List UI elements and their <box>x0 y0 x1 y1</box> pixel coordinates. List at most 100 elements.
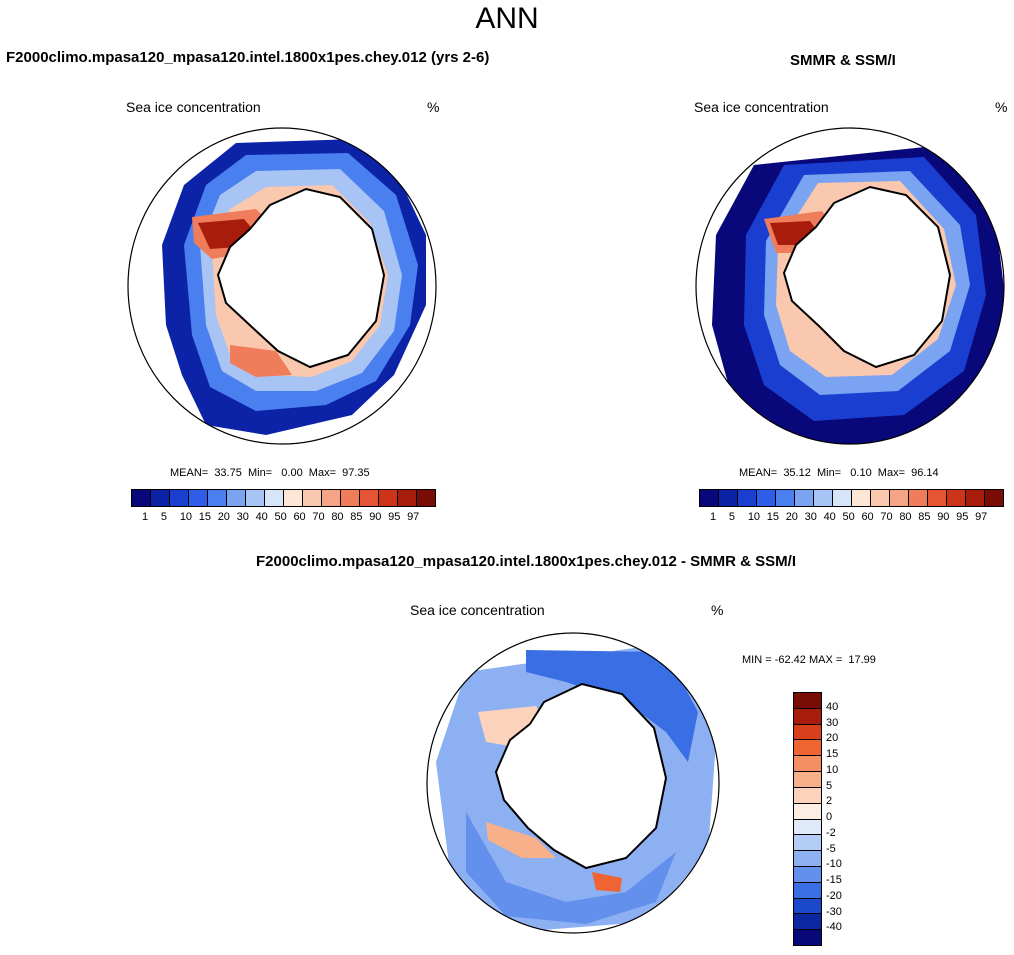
colorbar-swatch <box>284 490 303 506</box>
model-stats: MEAN= 33.75 Min= 0.00 Max= 97.35 <box>170 467 370 479</box>
obs-panel-title: SMMR & SSM/I <box>790 52 896 69</box>
colorbar-swatch <box>794 740 821 757</box>
colorbar-swatch <box>170 490 189 506</box>
colorbar-tick-label: -10 <box>826 858 842 871</box>
colorbar-tick-label: 95 <box>956 511 969 523</box>
colorbar-swatch <box>871 490 890 506</box>
colorbar-tick-label: 0 <box>826 811 833 823</box>
colorbar-tick-label: 15 <box>198 511 211 523</box>
colorbar-swatch <box>814 490 833 506</box>
colorbar-swatch <box>947 490 966 506</box>
model-units-label: % <box>427 99 440 115</box>
colorbar-swatch <box>379 490 398 506</box>
colorbar-swatch <box>322 490 341 506</box>
colorbar-swatch <box>890 490 909 506</box>
colorbar-swatch <box>132 490 151 506</box>
colorbar-swatch <box>928 490 947 506</box>
obs-units-label: % <box>995 99 1008 115</box>
obs-colorbar-ticks: 1 5 10 15 20 30 40 50 60 70 80 85 90 95 97 <box>699 511 1002 525</box>
colorbar-swatch <box>757 490 776 506</box>
map-border <box>127 127 437 445</box>
map-border <box>426 632 720 934</box>
colorbar-tick-label: 5 <box>160 511 167 523</box>
colorbar-tick-label: 30 <box>826 716 839 729</box>
colorbar-tick-label: 70 <box>880 511 893 523</box>
colorbar-swatch <box>303 490 322 506</box>
colorbar-swatch <box>794 914 821 931</box>
colorbar-tick-label: 80 <box>331 511 344 523</box>
ross-max-diff <box>592 872 622 892</box>
colorbar-swatch <box>794 851 821 867</box>
colorbar-tick-label: 50 <box>274 511 287 523</box>
colorbar-swatch <box>151 490 170 506</box>
colorbar-tick-label: 60 <box>293 511 306 523</box>
diff-sea-ice-map <box>426 632 720 934</box>
colorbar-tick-label: 10 <box>179 511 193 523</box>
colorbar-swatch <box>794 708 821 725</box>
colorbar-tick-label: 15 <box>826 748 839 760</box>
diff-stats: MIN = -62.42 MAX = 17.99 <box>742 654 876 666</box>
colorbar-swatch <box>341 490 360 506</box>
colorbar-tick-label: 97 <box>975 511 988 523</box>
model-variable-label: Sea ice concentration <box>126 99 261 115</box>
model-colorbar <box>131 489 436 507</box>
model-sea-ice-map <box>127 127 437 445</box>
colorbar-tick-label: 70 <box>312 511 325 523</box>
colorbar-tick-label: 40 <box>255 511 268 523</box>
colorbar-tick-label: -15 <box>826 874 842 886</box>
colorbar-tick-label: 5 <box>728 511 735 523</box>
colorbar-tick-label: 85 <box>350 511 363 523</box>
colorbar-tick-label: 2 <box>826 795 833 808</box>
obs-sea-ice-map <box>695 127 1005 445</box>
diff-band-neg20 <box>526 650 698 762</box>
colorbar-swatch <box>417 490 435 506</box>
obs-colorbar <box>699 489 1004 507</box>
colorbar-tick-label: 30 <box>804 511 817 523</box>
colorbar-tick-label: 60 <box>861 511 874 523</box>
colorbar-tick-label: -40 <box>826 921 842 934</box>
colorbar-tick-label: -2 <box>826 826 836 839</box>
colorbar-swatch <box>794 930 821 945</box>
colorbar-tick-label: 20 <box>785 511 798 523</box>
colorbar-tick-label: 90 <box>937 511 950 523</box>
colorbar-swatch <box>794 724 821 741</box>
colorbar-swatch <box>189 490 208 506</box>
colorbar-swatch <box>246 490 265 506</box>
obs-stats: MEAN= 35.12 Min= 0.10 Max= 96.14 <box>739 467 939 479</box>
model-colorbar-ticks: 1 5 10 15 20 30 40 50 60 70 80 85 90 95 97 <box>131 511 434 525</box>
colorbar-swatch <box>794 772 821 788</box>
colorbar-swatch <box>794 803 821 820</box>
map-border <box>695 127 1005 445</box>
colorbar-swatch <box>227 490 246 506</box>
diff-units-label: % <box>711 602 724 618</box>
colorbar-tick-label: 90 <box>369 511 382 523</box>
colorbar-tick-label: 40 <box>826 700 839 713</box>
antarctica-coastline <box>494 682 668 870</box>
colorbar-tick-label: 50 <box>842 511 855 523</box>
colorbar-tick-label: 1 <box>141 511 149 523</box>
diff-colorbar <box>793 692 822 946</box>
colorbar-swatch <box>794 819 821 836</box>
colorbar-tick-label: 5 <box>826 779 833 792</box>
colorbar-swatch <box>794 866 821 883</box>
colorbar-tick-label: 97 <box>407 511 420 523</box>
colorbar-swatch <box>265 490 284 506</box>
diff-colorbar-ticks: 40 30 20 15 10 5 2 0 -2 -5 -10 -15 -20 -30 -40 <box>826 692 866 944</box>
ross-positive-diff <box>486 822 556 858</box>
colorbar-tick-label: -30 <box>826 905 842 918</box>
colorbar-swatch <box>794 693 821 709</box>
colorbar-swatch <box>909 490 928 506</box>
diff-band-neg15 <box>466 812 676 924</box>
colorbar-swatch <box>794 787 821 804</box>
colorbar-swatch <box>776 490 795 506</box>
colorbar-tick-label: 85 <box>918 511 931 523</box>
diff-variable-label: Sea ice concentration <box>410 602 545 618</box>
colorbar-swatch <box>795 490 814 506</box>
colorbar-tick-label: -5 <box>826 842 836 855</box>
colorbar-swatch <box>794 898 821 915</box>
colorbar-swatch <box>852 490 871 506</box>
colorbar-tick-label: 10 <box>747 511 761 523</box>
ross-high-ice <box>230 345 292 377</box>
diff-panel-title: F2000climo.mpasa120_mpasa120.intel.1800x… <box>256 553 796 570</box>
colorbar-swatch <box>833 490 852 506</box>
